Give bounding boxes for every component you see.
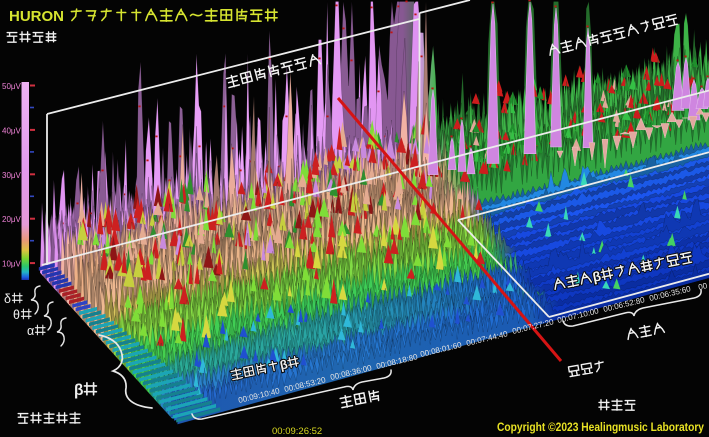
svg-text:θ: θ <box>13 308 20 322</box>
svg-text:δ: δ <box>4 292 11 306</box>
svg-text:40μV: 40μV <box>2 126 22 135</box>
svg-text:30μV: 30μV <box>2 171 22 180</box>
svg-text:00:09:26:52: 00:09:26:52 <box>272 426 322 437</box>
svg-text:20μV: 20μV <box>2 215 22 224</box>
svg-text:00: 00 <box>697 281 708 292</box>
svg-text:10μV: 10μV <box>2 260 22 269</box>
svg-text:β: β <box>74 382 83 399</box>
svg-text:Copyright ©2023 Healingmusic L: Copyright ©2023 Healingmusic Laboratory <box>497 420 704 434</box>
svg-text:α: α <box>27 324 34 338</box>
svg-text:HURON: HURON <box>9 8 64 25</box>
svg-text:50μV: 50μV <box>2 82 22 91</box>
